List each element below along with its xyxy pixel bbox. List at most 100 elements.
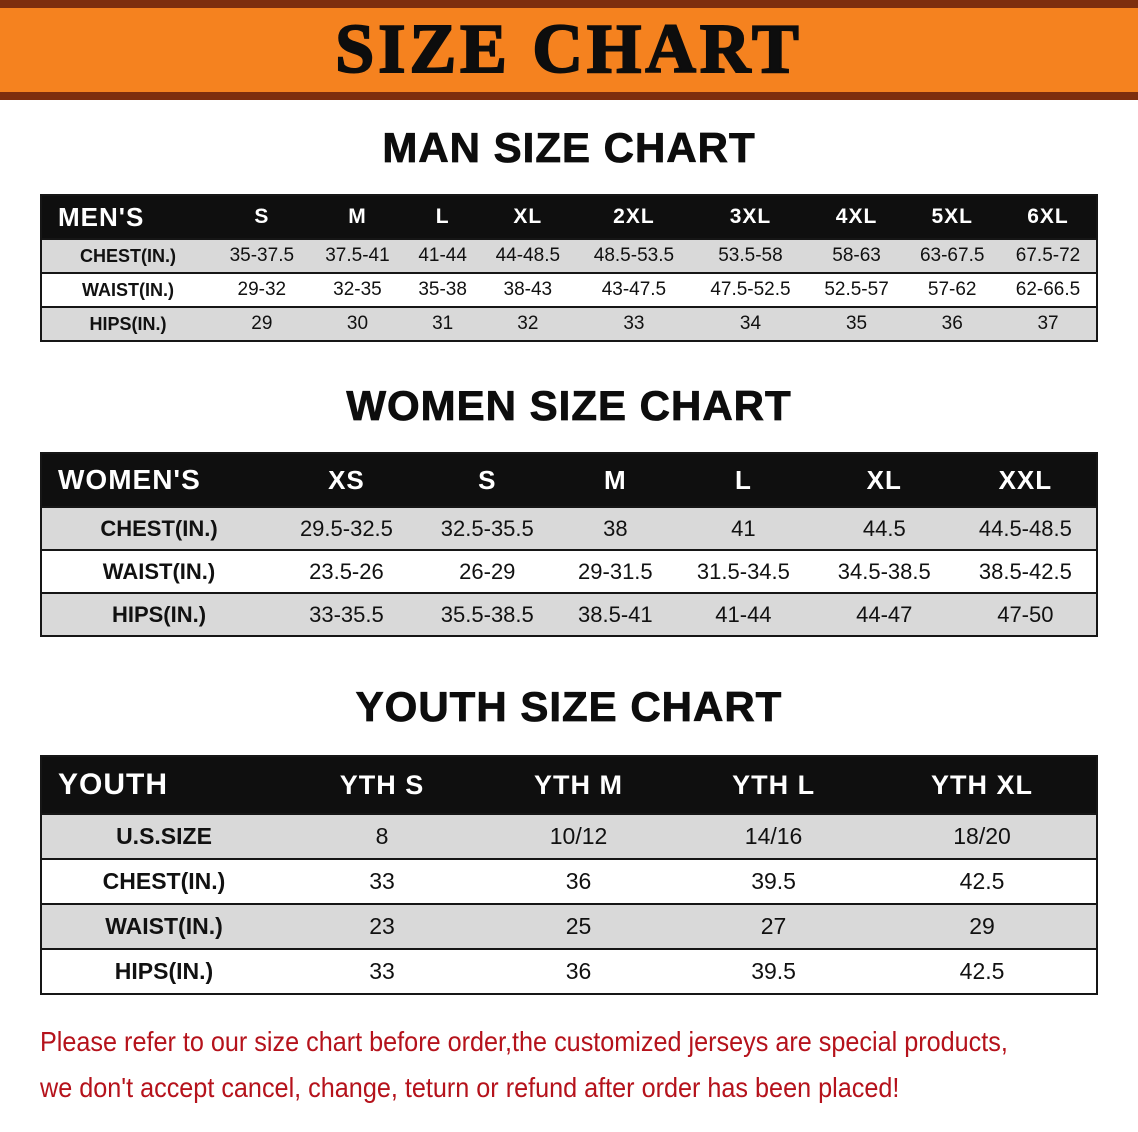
size-value-cell: 44-47 xyxy=(856,601,913,627)
youth-section-heading: YOUTH SIZE CHART xyxy=(355,683,783,731)
size-value-cell: 35-38 xyxy=(418,279,467,300)
size-value-cell: 33 xyxy=(369,958,395,984)
size-value-cell: 29 xyxy=(251,313,273,334)
size-value-cell: 10/12 xyxy=(549,823,608,849)
size-value-cell: 23.5-26 xyxy=(309,558,384,584)
size-column-header: XL xyxy=(480,195,576,239)
table-row: HIPS(IN.) 33-35.5 35.5-38.5 38.5-41 41-44 44-… xyxy=(41,593,1097,636)
size-column-header: XL xyxy=(813,453,955,507)
disclaimer-line-1: Please refer to our size chart before or… xyxy=(40,1026,1008,1057)
size-column-header: 5XL xyxy=(904,195,1001,239)
size-value-cell: 33 xyxy=(369,868,395,894)
size-value-cell: 34.5-38.5 xyxy=(837,558,931,584)
disclaimer-line-2: we don't accept cancel, change, teturn o… xyxy=(40,1072,900,1103)
size-value-cell: 35-37.5 xyxy=(229,245,295,266)
size-value-cell: 26-29 xyxy=(459,558,516,584)
size-value-cell: 38-43 xyxy=(503,279,553,300)
size-value-cell: 29 xyxy=(969,913,995,939)
men-size-table: MEN'S S M L XL 2XL 3XL 4XL 5XL 6XL CHEST(IN.) 35-37… xyxy=(40,194,1098,342)
size-value-cell: 27 xyxy=(760,913,787,939)
size-column-header: 3XL xyxy=(692,195,809,239)
size-value-cell: 42.5 xyxy=(959,958,1005,984)
disclaimer: Please refer to our size chart before or… xyxy=(40,1019,1118,1111)
row-label: CHEST(IN.) xyxy=(102,868,226,894)
size-value-cell: 30 xyxy=(346,313,369,334)
size-value-cell: 52.5-57 xyxy=(824,279,889,300)
table-row: WAIST(IN.) 23 25 27 29 xyxy=(41,904,1097,949)
row-label: HIPS(IN.) xyxy=(111,601,207,627)
size-value-cell: 23 xyxy=(369,913,395,939)
table-row: U.S.SIZE 8 10/12 14/16 18/20 xyxy=(41,814,1097,859)
size-column-header: YTH XL xyxy=(868,756,1097,814)
size-value-cell: 44.5 xyxy=(862,515,906,541)
table-row: WAIST(IN.) 23.5-26 26-29 29-31.5 31.5-34.5 34… xyxy=(41,550,1097,593)
banner-title: SIZE CHART xyxy=(334,11,803,88)
men-size-section: MAN SIZE CHART MEN'S S M L XL 2XL 3XL 4XL 5XL 6XL… xyxy=(40,124,1098,342)
size-value-cell: 35.5-38.5 xyxy=(440,601,534,627)
size-value-cell: 43-47.5 xyxy=(601,279,667,300)
size-column-header: L xyxy=(405,195,480,239)
size-column-header: S xyxy=(214,195,310,239)
table-header-row: MEN'S S M L XL 2XL 3XL 4XL 5XL 6XL xyxy=(41,195,1097,239)
size-column-header: M xyxy=(557,453,673,507)
size-value-cell: 58-63 xyxy=(832,245,881,266)
size-column-header: 2XL xyxy=(575,195,693,239)
size-value-cell: 36 xyxy=(565,958,592,984)
size-value-cell: 38 xyxy=(603,515,628,541)
size-value-cell: 67.5-72 xyxy=(1015,245,1081,266)
size-column-header: 6XL xyxy=(1000,195,1097,239)
size-value-cell: 31 xyxy=(432,313,454,334)
size-value-cell: 62-66.5 xyxy=(1015,279,1081,300)
size-value-cell: 25 xyxy=(565,913,592,939)
women-size-section: WOMEN SIZE CHART WOMEN'S XS S M L XL XXL CHEST(… xyxy=(40,382,1098,637)
size-value-cell: 41 xyxy=(731,515,756,541)
size-column-header: YTH L xyxy=(679,756,869,814)
size-value-cell: 32 xyxy=(517,313,539,334)
size-value-cell: 29-31.5 xyxy=(578,558,653,584)
size-value-cell: 34 xyxy=(739,313,762,334)
table-row: WAIST(IN.) 29-32 32-35 35-38 38-43 43-47.5 47.… xyxy=(41,273,1097,307)
table-row: CHEST(IN.) 35-37.5 37.5-41 41-44 44-48.5 48.5… xyxy=(41,239,1097,273)
row-label: WAIST(IN.) xyxy=(82,279,174,300)
size-value-cell: 38.5-42.5 xyxy=(978,558,1072,584)
size-value-cell: 35 xyxy=(845,313,868,334)
size-value-cell: 29.5-32.5 xyxy=(299,515,393,541)
size-value-cell: 44-48.5 xyxy=(495,245,561,266)
size-column-header: YTH S xyxy=(286,756,479,814)
table-row: HIPS(IN.) 29 30 31 32 33 34 35 36 37 xyxy=(41,307,1097,341)
size-column-header: XXL xyxy=(954,453,1097,507)
size-value-cell: 39.5 xyxy=(751,868,796,894)
size-value-cell: 39.5 xyxy=(751,958,796,984)
size-value-cell: 33-35.5 xyxy=(309,601,384,627)
row-label: HIPS(IN.) xyxy=(89,313,167,334)
size-value-cell: 41-44 xyxy=(715,601,772,627)
table-row: CHEST(IN.) 33 36 39.5 42.5 xyxy=(41,859,1097,904)
size-value-cell: 47-50 xyxy=(997,601,1054,627)
size-value-cell: 44.5-48.5 xyxy=(978,515,1072,541)
row-label: CHEST(IN.) xyxy=(80,245,176,266)
size-value-cell: 53.5-58 xyxy=(718,245,783,266)
size-value-cell: 32.5-35.5 xyxy=(440,515,534,541)
women-section-heading: WOMEN SIZE CHART xyxy=(346,382,792,430)
table-header-row: YOUTH YTH S YTH M YTH L YTH XL xyxy=(41,756,1097,814)
size-value-cell: 14/16 xyxy=(744,823,803,849)
size-column-header: YTH M xyxy=(478,756,680,814)
size-value-cell: 33 xyxy=(623,313,645,334)
table-corner-label: MEN'S xyxy=(41,195,214,239)
size-value-cell: 8 xyxy=(375,823,389,849)
table-corner-label: WOMEN'S xyxy=(41,453,276,507)
size-value-cell: 36 xyxy=(941,313,963,334)
table-header-row: WOMEN'S XS S M L XL XXL xyxy=(41,453,1097,507)
banner: SIZE CHART xyxy=(0,0,1138,100)
size-value-cell: 47.5-52.5 xyxy=(710,279,791,300)
women-size-table: WOMEN'S XS S M L XL XXL CHEST(IN.) 29.5-32.5 32.5… xyxy=(40,452,1098,637)
size-value-cell: 37 xyxy=(1037,313,1059,334)
size-value-cell: 57-62 xyxy=(927,279,977,300)
table-row: CHEST(IN.) 29.5-32.5 32.5-35.5 38 41 44.5 44.5… xyxy=(41,507,1097,550)
row-label: WAIST(IN.) xyxy=(105,913,223,939)
size-column-header: L xyxy=(672,453,814,507)
size-value-cell: 38.5-41 xyxy=(578,601,653,627)
size-column-header: XS xyxy=(276,453,417,507)
size-value-cell: 31.5-34.5 xyxy=(696,558,790,584)
size-value-cell: 18/20 xyxy=(953,823,1011,849)
